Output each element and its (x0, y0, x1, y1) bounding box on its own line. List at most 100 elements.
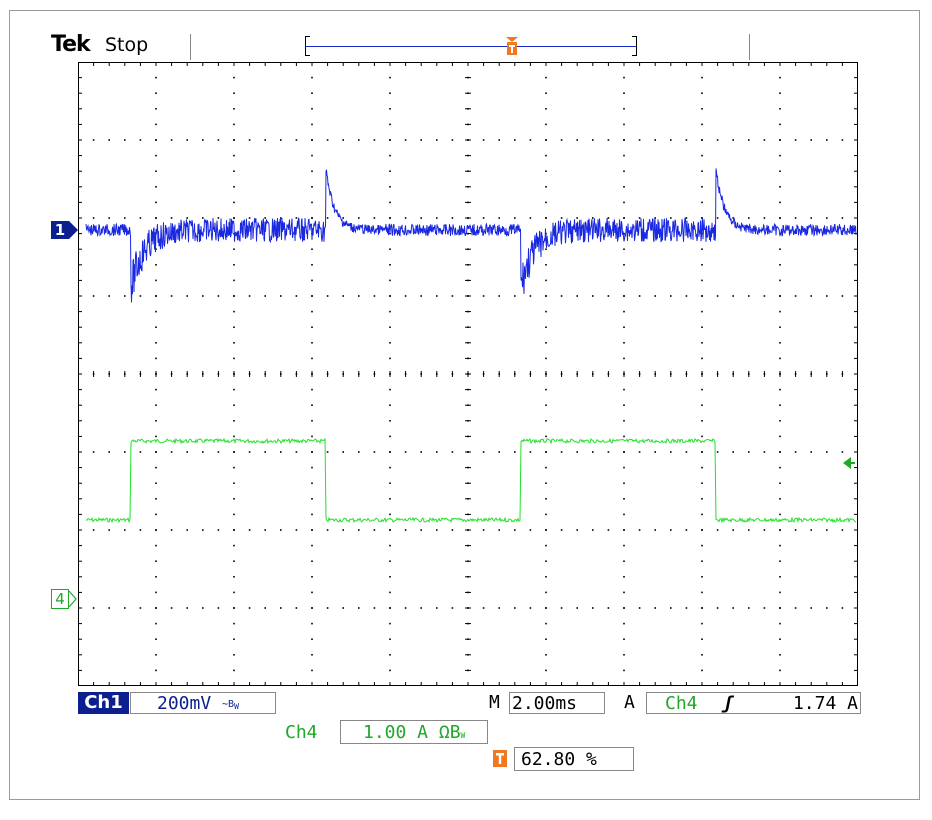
grid-dot (826, 607, 828, 609)
grid-dot (545, 310, 547, 313)
grid-dot (389, 76, 391, 79)
trigger-mode-label: A (624, 692, 635, 713)
grid-dot (545, 451, 547, 453)
grid-dot (779, 201, 781, 204)
grid-dot (124, 139, 126, 141)
grid-dot (389, 170, 391, 172)
trigger-position-readout[interactable]: 62.80 % (514, 747, 634, 771)
grid-dot (420, 217, 422, 219)
grid-dot (701, 248, 703, 250)
grid-dot (326, 607, 329, 609)
grid-dot (311, 139, 313, 141)
grid-dot (514, 607, 516, 609)
grid-dot (529, 607, 532, 609)
grid-dot (794, 607, 797, 609)
grid-dot (389, 310, 391, 313)
grid-dot (623, 326, 625, 328)
grid-dot (389, 560, 391, 562)
grid-dot (436, 295, 438, 297)
grid-dot (779, 576, 781, 578)
grid-dot (779, 404, 781, 406)
grid-dot (108, 451, 110, 453)
grid-dot (311, 669, 313, 672)
grid-dot (841, 139, 844, 141)
grid-dot (701, 342, 703, 344)
grid-dot (280, 607, 282, 609)
grid-dot (217, 607, 220, 609)
grid-dot (202, 607, 204, 609)
grid-dot (545, 279, 547, 282)
grid-dot (701, 466, 703, 469)
grid-dot (529, 451, 532, 453)
grid-dot (545, 139, 547, 141)
grid-dot (638, 139, 641, 141)
grid-dot (779, 139, 781, 141)
grid-dot (373, 607, 376, 609)
grid-dot (779, 622, 781, 625)
ch1-label[interactable]: Ch1 (78, 692, 129, 714)
grid-dot (358, 529, 360, 531)
grid-dot (623, 451, 625, 453)
grid-dot (545, 420, 547, 422)
grid-dot (701, 404, 703, 406)
grid-dot (545, 560, 547, 562)
grid-dot (498, 529, 500, 531)
grid-dot (326, 217, 329, 219)
grid-dot (389, 295, 391, 297)
grid-dot (420, 607, 422, 609)
grid-dot (139, 529, 142, 531)
grid-dot (342, 295, 344, 297)
grid-dot (186, 451, 188, 453)
grid-dot (716, 295, 719, 297)
grid-dot (264, 451, 266, 453)
grid-dot (311, 388, 313, 391)
grid-dot (311, 279, 313, 282)
grid-dot (124, 295, 126, 297)
grid-dot (389, 154, 391, 157)
grid-dot (311, 154, 313, 157)
ch1-scale-readout[interactable]: 200mV ∼BW (130, 692, 276, 714)
grid-dot (404, 607, 407, 609)
grid-dot (545, 295, 547, 297)
grid-dot (592, 607, 594, 609)
grid-dot (576, 217, 578, 219)
ch4-ground-marker[interactable]: 4 (51, 589, 69, 609)
grid-dots (77, 61, 844, 672)
grid-dot (545, 638, 547, 640)
grid-dot (358, 607, 360, 609)
grid-dot (779, 279, 781, 282)
grid-dot (545, 513, 547, 516)
grid-dot (389, 201, 391, 204)
grid-dot (124, 451, 126, 453)
grid-dot (545, 201, 547, 204)
grid-dot (202, 217, 204, 219)
grid-dot (576, 139, 578, 141)
waveform-display[interactable] (77, 61, 858, 686)
trigger-level-arrow-icon[interactable] (843, 456, 855, 470)
grid-dot (529, 529, 532, 531)
grid-dot (389, 248, 391, 250)
trigger-readout[interactable]: Ch4 ʃ 1.74 A (646, 692, 861, 714)
grid-dot (451, 139, 454, 141)
grid-dot (155, 279, 157, 282)
grid-dot (701, 591, 703, 594)
grid-dot (342, 607, 344, 609)
grid-dot (420, 529, 422, 531)
ch1-ground-marker[interactable]: 1 (51, 221, 69, 239)
grid-dot (732, 139, 734, 141)
grid-dot (155, 529, 157, 531)
grid-dot (202, 295, 204, 297)
grid-dot (623, 654, 625, 656)
ch4-scale-readout[interactable]: 1.00 A ΩBW (340, 720, 488, 744)
timebase-readout[interactable]: 2.00ms (509, 692, 605, 714)
grid-dot (233, 264, 235, 266)
record-position-bar[interactable] (305, 36, 637, 58)
grid-dot (779, 388, 781, 391)
grid-dot (155, 451, 157, 453)
grid-dot (701, 76, 703, 79)
ch4-label[interactable]: Ch4 (285, 722, 318, 743)
grid-dot (233, 498, 235, 500)
grid-dot (623, 154, 625, 157)
grid-dot (623, 170, 625, 172)
grid-dot (420, 139, 422, 141)
